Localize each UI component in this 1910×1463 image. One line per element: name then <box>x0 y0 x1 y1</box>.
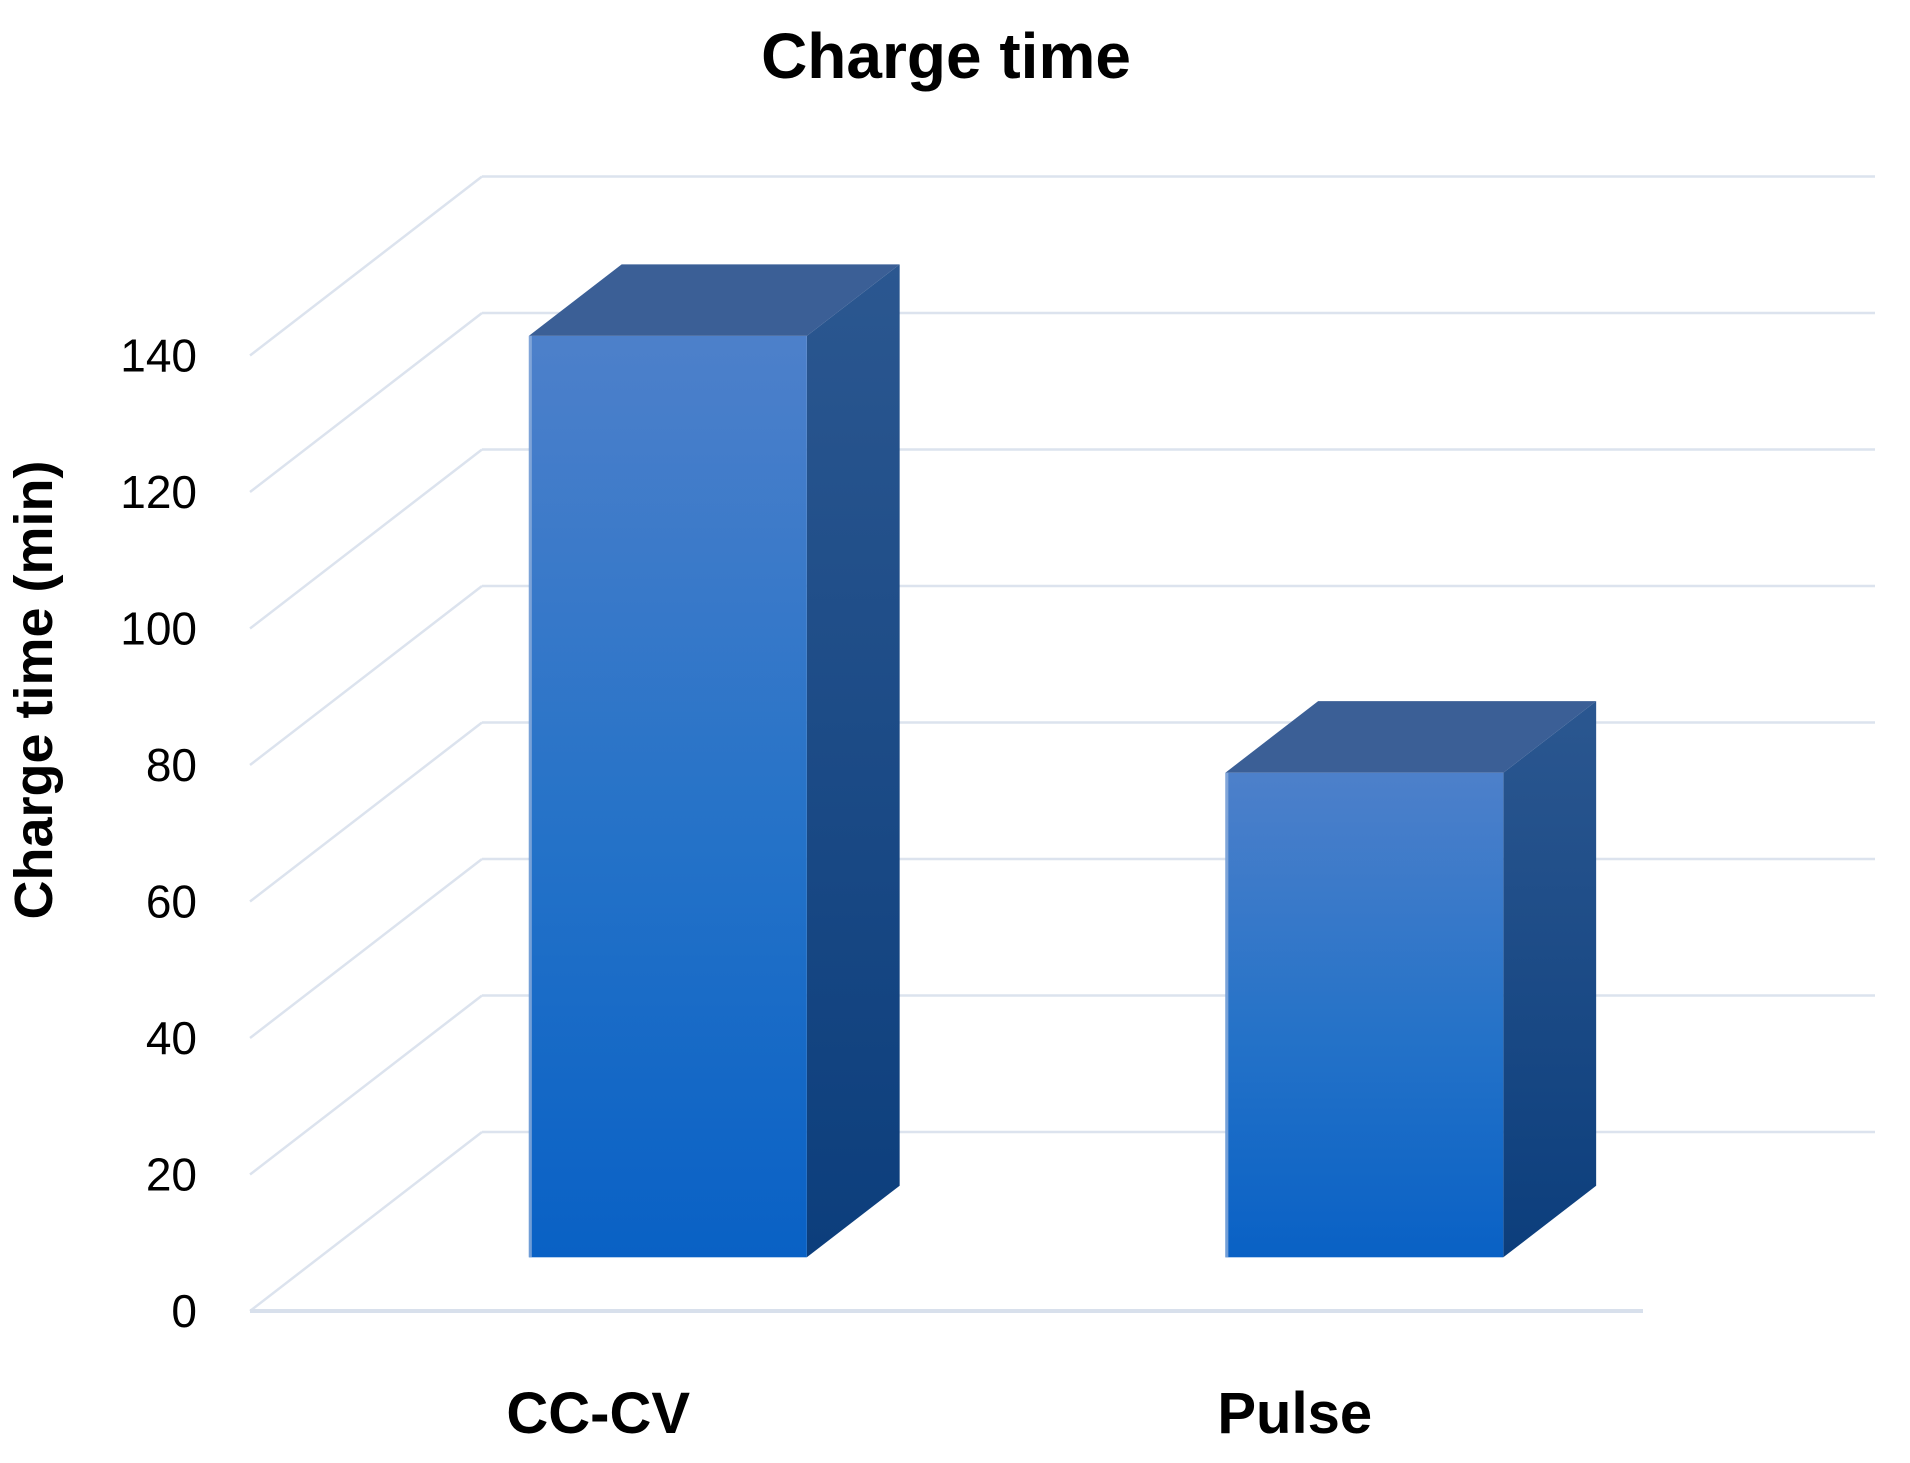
gridline-depth-60 <box>249 721 483 903</box>
category-label-cc-cv: CC-CV <box>506 1381 690 1446</box>
gridlines-group <box>249 175 1875 1313</box>
gridline-depth-120 <box>249 312 483 493</box>
y-tick-labels-group: 0 20 40 60 80 100 120 140 <box>120 330 197 1337</box>
y-tick-label-60: 60 <box>146 876 197 928</box>
gridline-depth-80 <box>249 585 483 766</box>
bar-cc-cv <box>528 264 900 1258</box>
category-labels-group: CC-CV Pulse <box>506 1381 1372 1446</box>
bar-top-face <box>1225 701 1597 773</box>
gridline-depth-40 <box>249 858 483 1039</box>
y-tick-label-140: 140 <box>120 330 197 382</box>
y-tick-label-40: 40 <box>146 1012 197 1064</box>
bar-side-face <box>806 264 900 1258</box>
gridline-depth-20 <box>249 994 483 1176</box>
y-tick-label-120: 120 <box>120 466 197 518</box>
bar-front-face <box>528 335 807 1258</box>
y-axis-title: Charge time (min) <box>4 460 64 919</box>
y-tick-label-100: 100 <box>120 603 197 655</box>
bar-side-face <box>1503 701 1597 1258</box>
bar-top-face <box>528 264 900 336</box>
gridline-depth-100 <box>249 448 483 630</box>
category-label-pulse: Pulse <box>1217 1381 1372 1446</box>
bar-pulse <box>1225 701 1597 1258</box>
bars-group <box>528 264 1597 1258</box>
y-tick-label-0: 0 <box>171 1285 197 1337</box>
chart-title: Charge time <box>761 20 1131 92</box>
gridline-depth-0 <box>249 1131 483 1312</box>
gridline-depth-140 <box>249 175 483 357</box>
bar-front-face <box>1225 772 1504 1258</box>
y-tick-label-80: 80 <box>146 739 197 791</box>
y-tick-label-20: 20 <box>146 1149 197 1201</box>
